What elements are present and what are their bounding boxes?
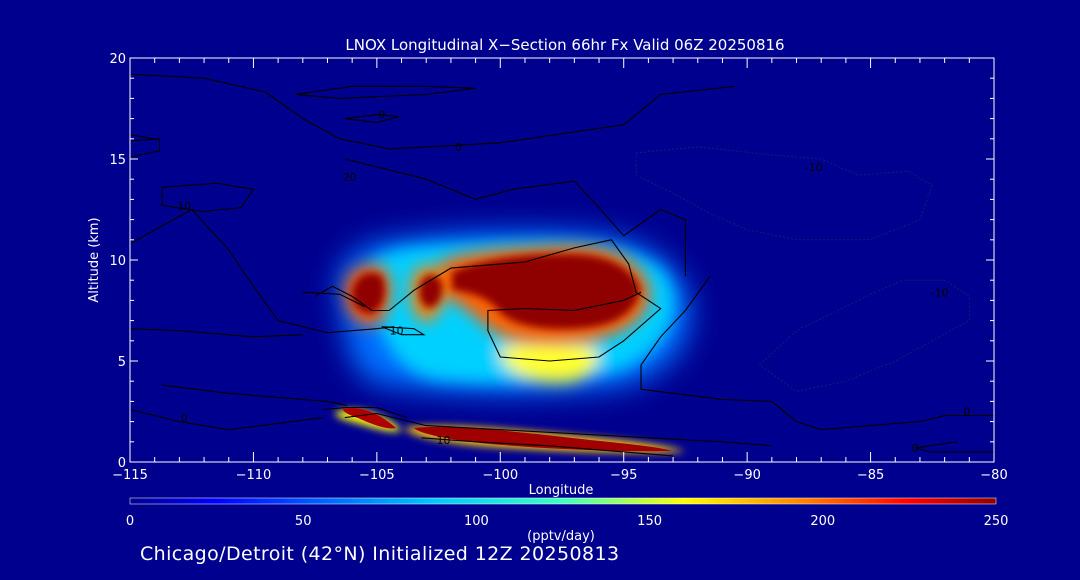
contour-line [344, 158, 686, 277]
contour-line [302, 291, 365, 307]
location-init-label: Chicago/Detroit (42°N) Initialized 12Z 2… [140, 543, 620, 565]
contour-line [130, 134, 155, 140]
contour-label: -10 [931, 286, 949, 299]
heatmap-lowlevel-core [343, 408, 672, 452]
y-axis-label: Altitude (km) [87, 217, 102, 302]
x-axis-label: Longitude [529, 483, 594, 498]
colorbar-tick-label: 150 [637, 514, 662, 529]
contour-line [381, 326, 426, 336]
contour-line [314, 239, 662, 362]
contour-label: 0 [378, 109, 385, 122]
contour-line [130, 328, 303, 338]
contour-line-negative [758, 279, 970, 392]
colorbar-gradient [129, 497, 997, 505]
contour-label: 0 [912, 442, 919, 455]
y-tick-label: 5 [118, 355, 126, 370]
contour-label: -10 [805, 161, 823, 174]
y-tick-label: 15 [109, 153, 126, 168]
contour-label: 10 [437, 434, 451, 447]
x-tick-label: −105 [359, 468, 395, 483]
colorbar-tick-label: 50 [295, 514, 312, 529]
contour-line [161, 182, 255, 213]
x-tick-label: −90 [733, 468, 760, 483]
axes: −115 −110 −105 −100 −95 −90 −85 −80 0 5 10 15 20 [109, 52, 1007, 483]
contour-label: 10 [177, 199, 191, 212]
colorbar-tick-label: 100 [464, 514, 489, 529]
contour-label: 20 [343, 171, 357, 184]
contour-line [130, 138, 161, 158]
contour-line [130, 408, 323, 431]
contour-line [344, 412, 772, 447]
contour-label: 10 [390, 325, 404, 338]
contour-line [130, 208, 395, 334]
x-tick-label: −110 [236, 468, 272, 483]
contour-line [421, 437, 674, 457]
contour-line [914, 441, 994, 453]
contour-line [640, 275, 994, 431]
contour-line [344, 114, 400, 124]
contour-line [130, 73, 735, 150]
contour-label: 0 [963, 406, 970, 419]
y-tick-label: 0 [118, 456, 126, 471]
x-tick-label: −85 [857, 468, 884, 483]
contour-line [162, 384, 348, 406]
heatmap-field [335, 231, 692, 453]
contour-line [322, 406, 407, 419]
colorbar-ticks: 0 50 100 150 200 250 [126, 514, 1009, 529]
colorbar-tick-label: 250 [984, 514, 1009, 529]
contour-labels: 0 0 20 10 10 0 10 -10 -10 0 0 [177, 109, 970, 455]
x-tick-label: −80 [980, 468, 1007, 483]
contour-line [295, 85, 476, 99]
x-tick-label: −95 [610, 468, 637, 483]
y-tick-label: 10 [109, 254, 126, 269]
y-tick-label: 20 [109, 52, 126, 67]
colorbar-tick-label: 0 [126, 514, 134, 529]
x-tick-label: −115 [112, 468, 148, 483]
colorbar-tick-label: 200 [810, 514, 835, 529]
contour-label: 0 [181, 412, 188, 425]
x-tick-label: −100 [482, 468, 518, 483]
chart-title: LNOX Longitudinal X−Section 66hr Fx Vali… [345, 36, 784, 54]
contour-lines [130, 73, 994, 457]
contour-line-negative [635, 146, 933, 241]
colorbar-label: (pptv/day) [527, 529, 595, 544]
contour-label: 0 [455, 141, 462, 154]
